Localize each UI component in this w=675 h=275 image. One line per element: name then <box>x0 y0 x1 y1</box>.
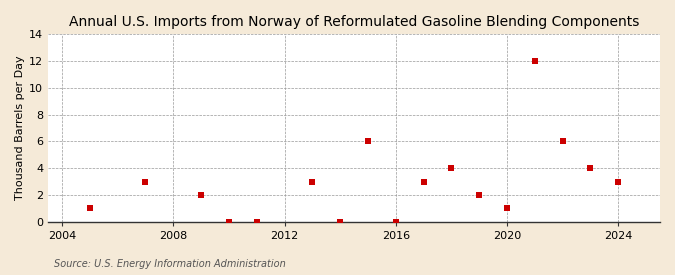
Point <box>613 179 624 184</box>
Text: Source: U.S. Energy Information Administration: Source: U.S. Energy Information Administ… <box>54 259 286 269</box>
Point <box>502 206 512 211</box>
Point <box>223 219 234 224</box>
Point <box>474 193 485 197</box>
Point <box>390 219 401 224</box>
Point <box>446 166 457 170</box>
Point <box>418 179 429 184</box>
Title: Annual U.S. Imports from Norway of Reformulated Gasoline Blending Components: Annual U.S. Imports from Norway of Refor… <box>69 15 639 29</box>
Point <box>585 166 596 170</box>
Point <box>335 219 346 224</box>
Point <box>196 193 207 197</box>
Point <box>307 179 318 184</box>
Point <box>140 179 151 184</box>
Point <box>558 139 568 144</box>
Point <box>84 206 95 211</box>
Point <box>529 59 540 63</box>
Point <box>362 139 373 144</box>
Point <box>251 219 262 224</box>
Y-axis label: Thousand Barrels per Day: Thousand Barrels per Day <box>15 56 25 200</box>
